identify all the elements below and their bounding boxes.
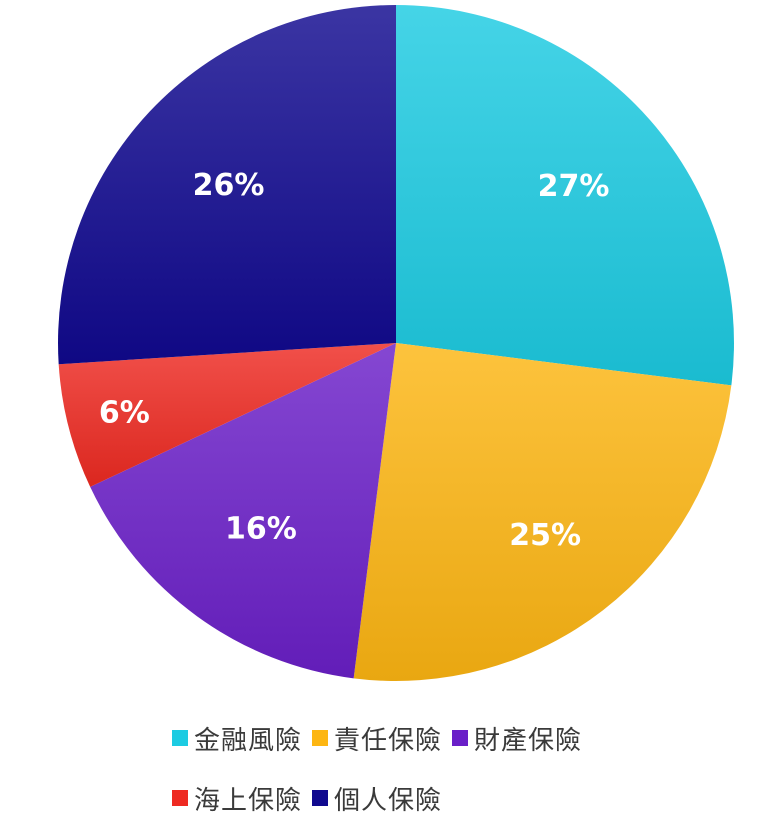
legend-item-marine-insurance: 海上保險	[172, 780, 302, 817]
legend-label: 責任保險	[334, 725, 443, 756]
legend-label: 金融風險	[194, 725, 303, 756]
legend-item-personal-insurance: 個人保險	[312, 780, 442, 817]
legend-swatch	[452, 730, 469, 746]
legend-row-1: 金融風險 責任保險 財產保險	[172, 716, 692, 760]
pie-data-labels: 27% 25% 16% 6% 26%	[99, 168, 610, 553]
pie-slices	[58, 5, 734, 681]
pie-slice-liability-insurance	[353, 343, 732, 681]
legend-item-liability-insurance: 責任保險	[312, 720, 442, 757]
legend-label: 財產保險	[474, 725, 583, 756]
pie-slice-personal-insurance	[58, 5, 396, 365]
legend-label: 個人保險	[334, 785, 443, 816]
pie-slice-property-insurance	[90, 343, 397, 679]
legend-item-financial-risk: 金融風險	[172, 720, 302, 757]
pie-chart-plot: 27% 25% 16% 6% 26%	[58, 5, 734, 681]
data-label-financial-risk: 27%	[538, 169, 610, 204]
pie-slice-financial-risk	[396, 5, 734, 386]
legend-item-property-insurance: 財產保險	[452, 720, 582, 757]
legend-label: 海上保險	[194, 785, 303, 816]
chart-legend: 金融風險 責任保險 財產保險 海上保險 個人保險	[172, 716, 692, 836]
legend-swatch	[172, 730, 188, 746]
data-label-personal-insurance: 26%	[193, 168, 265, 203]
data-label-liability-insurance: 25%	[509, 518, 581, 553]
data-label-marine-insurance: 6%	[99, 395, 150, 430]
legend-swatch	[312, 730, 329, 746]
legend-swatch	[172, 790, 188, 806]
pie-slice-marine-insurance	[58, 343, 397, 487]
legend-swatch	[312, 790, 329, 806]
legend-row-2: 海上保險 個人保險	[172, 776, 692, 820]
data-label-property-insurance: 16%	[225, 511, 297, 546]
